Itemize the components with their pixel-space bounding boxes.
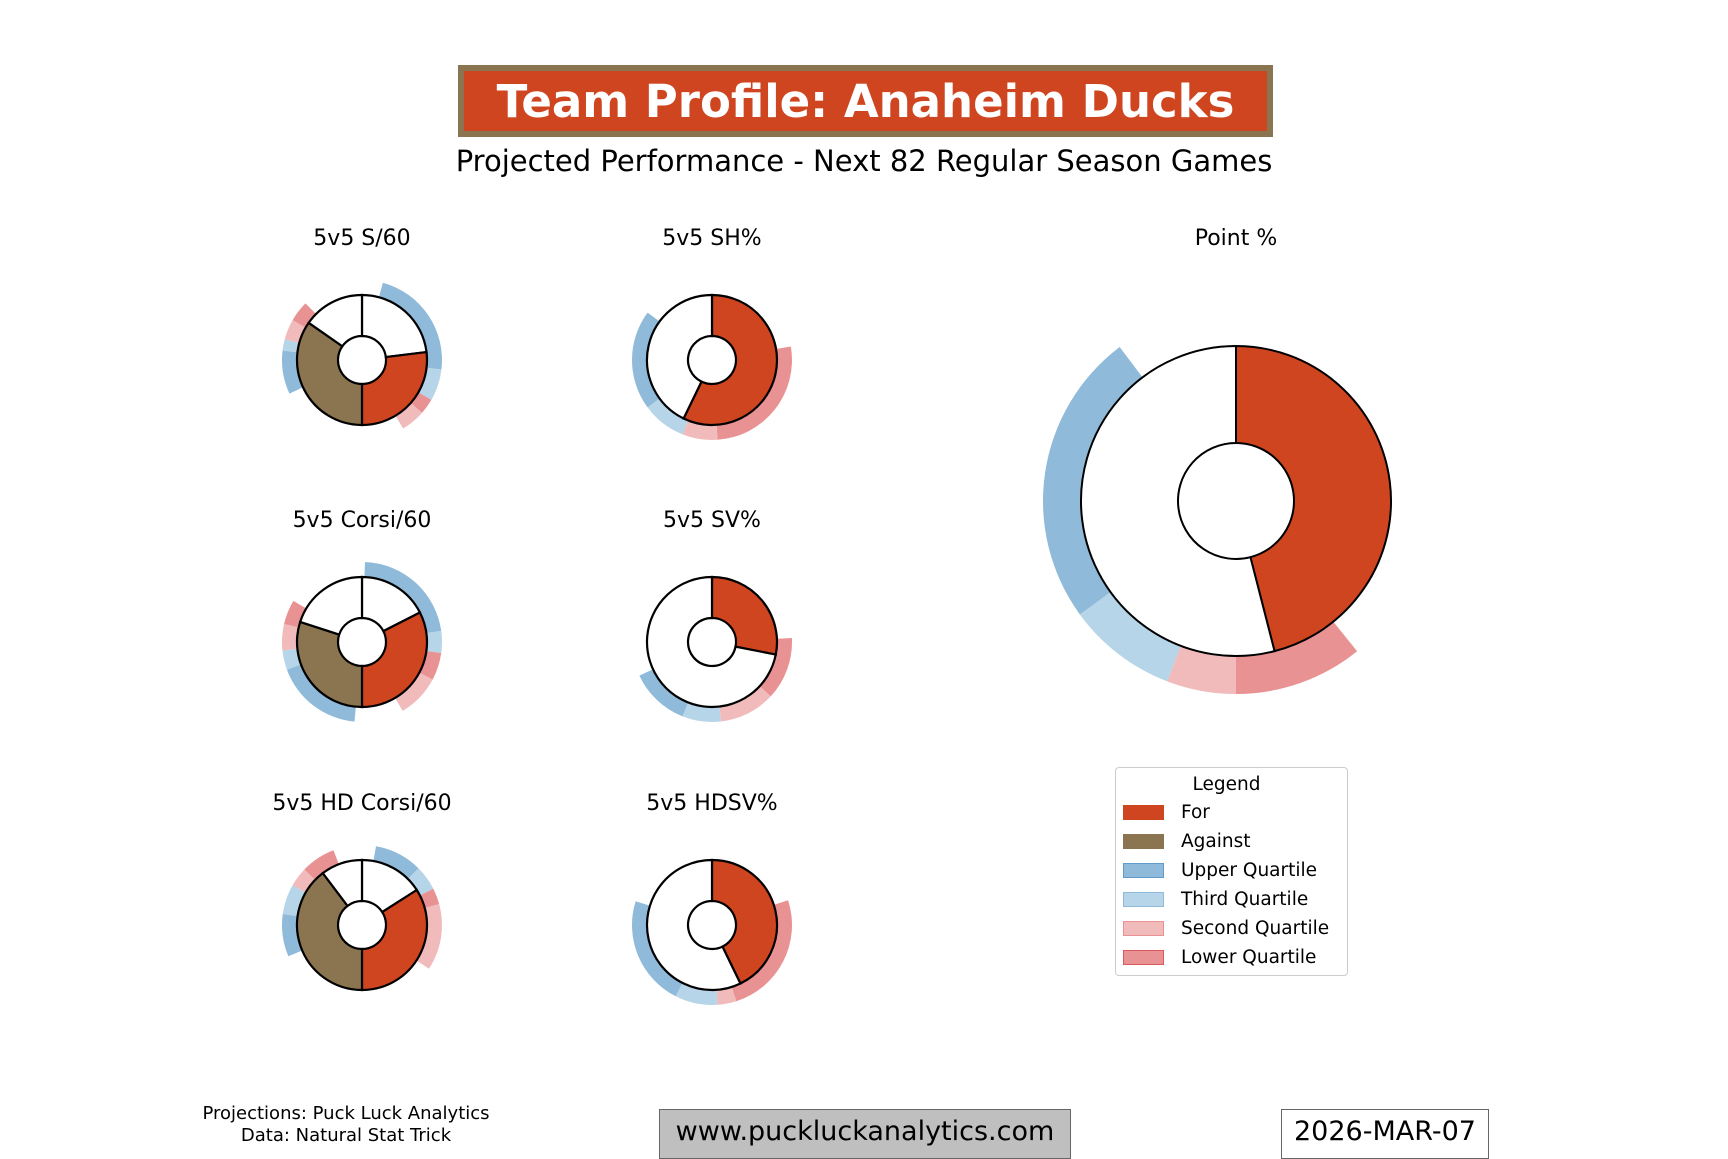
quartile-band-lower: [419, 650, 442, 680]
legend-label: Third Quartile: [1181, 889, 1309, 910]
quartile-band-upper: [639, 669, 689, 717]
quartile-band-second: [395, 402, 423, 429]
against-wedge: [295, 321, 364, 427]
quartile-band-lower: [759, 637, 793, 697]
quartile-band-lower: [284, 600, 307, 628]
quartile-band-second: [416, 904, 442, 969]
chart-title-corsi60: 5v5 Corsi/60: [292, 508, 432, 533]
quartile-band-third: [407, 868, 434, 896]
for-wedge: [360, 611, 429, 709]
for-wedge: [360, 350, 429, 427]
chart-title-svpct: 5v5 SV%: [663, 508, 761, 533]
legend-swatch-lower: [1123, 950, 1164, 965]
quartile-band-third: [282, 885, 306, 917]
empty-wedge: [360, 293, 428, 359]
quartile-band-lower: [1236, 621, 1358, 694]
quartile-band-third: [675, 982, 718, 1005]
page-subtitle: Projected Performance - Next 82 Regular …: [455, 144, 1273, 178]
legend-label: Upper Quartile: [1181, 860, 1318, 881]
legend-label: Against: [1181, 831, 1251, 852]
legend-swatch-second: [1123, 921, 1164, 936]
quartile-band-third: [1079, 592, 1181, 682]
quartile-band-second: [719, 686, 771, 722]
legend-swatch-against: [1123, 834, 1164, 849]
against-wedge: [295, 620, 364, 709]
for-wedge: [682, 293, 779, 427]
date-label: 2026-MAR-07: [1281, 1109, 1489, 1159]
chart-title-hd-corsi60: 5v5 HD Corsi/60: [272, 791, 452, 816]
empty-wedge: [645, 575, 778, 709]
for-wedge: [710, 575, 779, 656]
empty-wedge: [645, 858, 742, 992]
page-title: Team Profile: Anaheim Ducks: [496, 74, 1235, 128]
credit-projections: Projections: Puck Luck Analytics: [202, 1103, 490, 1124]
quartile-band-second: [395, 672, 433, 711]
legend-item-against: Against: [1116, 827, 1347, 856]
quartile-band-third: [426, 630, 442, 654]
empty-wedge: [645, 293, 714, 420]
legend-swatch-upper: [1123, 863, 1164, 878]
quartile-band-third: [282, 648, 301, 670]
legend-item-upper: Upper Quartile: [1116, 856, 1347, 885]
legend: Legend For Against Upper Quartile Third Qua…: [1115, 767, 1348, 976]
quartile-band-upper: [282, 913, 303, 957]
legend-swatch-for: [1123, 805, 1164, 820]
quartile-band-upper: [1043, 347, 1143, 615]
legend-title: Legend: [1192, 774, 1261, 795]
legend-item-for: For: [1116, 798, 1347, 827]
empty-wedge: [1080, 344, 1276, 657]
legend-swatch-third: [1123, 892, 1164, 907]
credit-data: Data: Natural Stat Trick: [240, 1125, 452, 1146]
quartile-band-third: [418, 367, 442, 400]
legend-label: Second Quartile: [1181, 918, 1330, 939]
chart-title-s60: 5v5 S/60: [313, 226, 411, 251]
quartile-band-second: [292, 869, 316, 893]
quartile-band-lower: [292, 303, 317, 328]
legend-label: Lower Quartile: [1181, 947, 1317, 968]
for-wedge: [360, 888, 429, 992]
quartile-band-second: [282, 624, 299, 651]
legend-label: For: [1181, 802, 1210, 823]
quartile-band-upper: [632, 901, 683, 997]
for-wedge: [1235, 344, 1392, 653]
quartile-band-lower: [419, 888, 440, 909]
chart-title-point-pct: Point %: [1194, 226, 1278, 251]
empty-wedge: [307, 293, 364, 348]
against-wedge: [295, 871, 364, 992]
title-banner: Team Profile: Anaheim Ducks: [458, 65, 1273, 137]
quartile-band-second: [716, 986, 737, 1005]
quartile-band-third: [282, 339, 300, 353]
empty-wedge: [298, 575, 364, 636]
quartile-band-second: [1167, 645, 1236, 694]
quartile-band-upper: [373, 846, 419, 880]
chart-title-hdsvpct: 5v5 HDSV%: [646, 791, 778, 816]
quartile-band-third: [647, 398, 689, 435]
credits: Projections: Puck Luck Analytics Data: N…: [186, 1103, 506, 1147]
chart-title-shpct: 5v5 SH%: [662, 226, 762, 251]
quartile-band-lower: [304, 850, 339, 880]
quartile-band-upper: [282, 350, 304, 394]
empty-wedge: [321, 858, 364, 908]
legend-item-lower: Lower Quartile: [1116, 943, 1347, 972]
quartile-band-lower: [716, 346, 792, 440]
legend-item-second: Second Quartile: [1116, 914, 1347, 943]
legend-item-third: Third Quartile: [1116, 885, 1347, 914]
for-wedge: [710, 858, 779, 985]
quartile-band-lower: [731, 900, 793, 1002]
